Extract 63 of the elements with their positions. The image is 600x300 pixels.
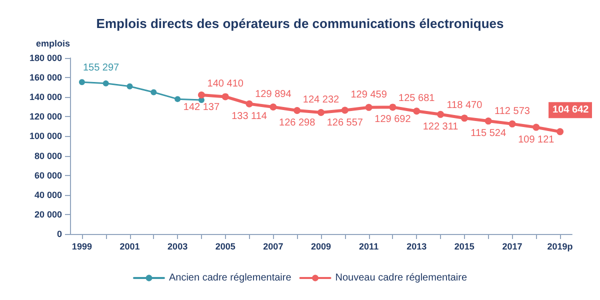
data-label: 142 137 [183,102,220,114]
y-tick-label: 40 000 [34,190,62,200]
point [126,83,133,90]
y-tick-label: 20 000 [34,209,62,220]
point [437,110,444,118]
legend-label: Ancien cadre réglementaire [168,272,292,284]
x-tick-label: 2015 [454,242,474,252]
x-tick-label: 1999 [72,242,92,252]
point [460,114,468,122]
data-label: 129 692 [374,114,412,126]
point [389,104,396,111]
data-label: 140 410 [207,78,244,90]
data-label: 125 681 [398,93,436,104]
data-label: 129 894 [255,88,292,100]
point [365,104,372,111]
data-label: 109 121 [518,134,555,146]
point [78,79,85,86]
data-label: 126 298 [279,118,316,129]
x-tick-label: 2009 [310,242,332,252]
y-tick-label: 120 000 [29,112,62,122]
legend-label: Nouveau cadre réglementaire [335,272,468,284]
data-label: 126 557 [326,117,364,128]
y-axis-title: emplois [36,38,70,48]
data-label: 118 470 [446,100,483,112]
point [413,108,420,115]
point [150,89,157,96]
data-label: 155 297 [82,62,120,74]
point [222,93,229,100]
x-tick-label: 2011 [359,242,379,252]
point [270,103,277,110]
data-label: 122 311 [422,121,459,132]
point [174,96,181,102]
x-tick-label: 2003 [168,242,188,252]
point [246,100,253,108]
chart-title: Emplois directs des opérateurs de communications électroniques [96,16,504,31]
point [532,124,540,131]
y-tick-label: 60 000 [34,170,62,180]
data-label: 124 232 [302,94,340,106]
y-tick-label: 0 [56,229,62,239]
x-tick-label: 2019p [547,242,574,252]
y-tick-label: 100 000 [29,131,62,142]
data-label: 112 573 [494,106,530,117]
point [318,109,324,116]
x-tick-label: 2013 [406,242,427,252]
point [341,106,348,114]
data-label: 129 459 [350,89,388,100]
y-tick-label: 160 000 [29,72,62,83]
point [102,80,109,86]
data-label: 133 114 [232,110,268,122]
point [508,120,516,128]
data-label: 115 524 [470,128,506,140]
point [556,128,564,136]
x-tick-label: 2007 [263,242,284,252]
y-tick-label: 80 000 [34,150,62,161]
x-tick-label: 2005 [215,242,236,252]
y-tick-label: 180 000 [29,53,62,63]
data-label: 104 642 [552,104,590,116]
point [484,118,492,125]
x-tick-label: 2017 [502,242,522,252]
point [198,92,205,99]
point [294,107,301,114]
x-tick-label: 2001 [120,242,140,252]
y-tick-label: 140 000 [29,92,62,102]
